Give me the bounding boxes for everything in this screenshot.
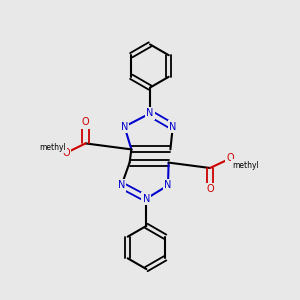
Text: N: N (118, 180, 125, 190)
Text: N: N (169, 122, 176, 132)
Text: N: N (121, 122, 128, 132)
Text: methyl: methyl (39, 142, 66, 152)
Text: methyl: methyl (232, 160, 259, 169)
Text: N: N (164, 180, 172, 190)
Text: O: O (206, 184, 214, 194)
Text: N: N (146, 108, 154, 118)
Text: O: O (82, 117, 89, 128)
Text: N: N (143, 194, 150, 204)
Text: O: O (62, 148, 70, 158)
Text: O: O (226, 153, 234, 164)
